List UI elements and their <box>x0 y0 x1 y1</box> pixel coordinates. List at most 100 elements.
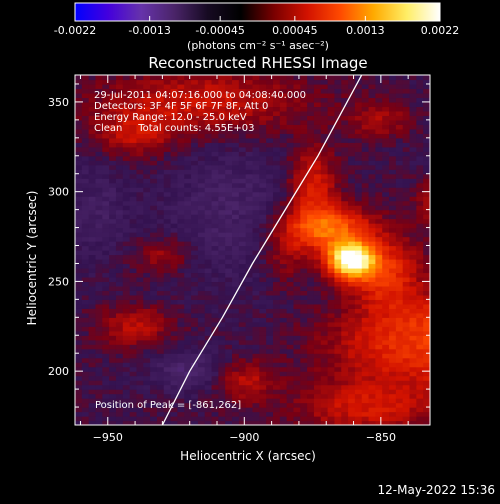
heatmap-cell <box>245 245 254 251</box>
heatmap-cell <box>409 196 417 202</box>
heatmap-cell <box>341 182 349 188</box>
heatmap-cell <box>341 357 349 363</box>
heatmap-cell <box>218 344 226 350</box>
heatmap-cell <box>211 294 219 300</box>
heatmap-cell <box>81 92 90 99</box>
heatmap-cell <box>218 303 226 309</box>
heatmap-cell <box>136 357 144 363</box>
heatmap-cell <box>163 97 172 103</box>
heatmap-cell <box>75 411 83 417</box>
heatmap-cell <box>156 393 165 399</box>
heatmap-cell <box>286 263 295 269</box>
heatmap-cell <box>170 290 179 296</box>
heatmap-cell <box>184 106 192 112</box>
heatmap-cell <box>211 164 219 170</box>
heatmap-cell <box>409 411 417 417</box>
heatmap-cell <box>75 160 83 166</box>
heatmap-cell <box>423 402 430 408</box>
heatmap-cell <box>81 182 90 188</box>
heatmap-cell <box>416 106 424 112</box>
heatmap-cell <box>259 187 267 193</box>
heatmap-cell <box>354 402 363 408</box>
heatmap-cell <box>238 326 247 332</box>
heatmap-cell <box>122 285 131 291</box>
heatmap-cell <box>334 276 342 283</box>
heatmap-cell <box>191 110 199 116</box>
heatmap-cell <box>423 321 430 327</box>
heatmap-cell <box>115 97 124 103</box>
heatmap-cell <box>191 164 199 170</box>
heatmap-cell <box>177 164 185 170</box>
heatmap-cell <box>320 384 329 390</box>
heatmap-cell <box>259 214 267 220</box>
heatmap-cell <box>348 303 356 309</box>
heatmap-cell <box>375 312 383 318</box>
heatmap-cell <box>307 258 315 265</box>
heatmap-cell <box>402 407 411 413</box>
heatmap-cell <box>361 223 370 229</box>
heatmap-cell <box>177 83 185 90</box>
heatmap-cell <box>382 285 390 291</box>
heatmap-cell <box>402 285 411 291</box>
heatmap-cell <box>259 218 267 224</box>
heatmap-cell <box>389 299 397 305</box>
heatmap-cell <box>382 79 390 85</box>
heatmap-cell <box>177 258 185 265</box>
heatmap-cell <box>115 155 124 161</box>
heatmap-cell <box>272 97 281 103</box>
heatmap-cell <box>225 299 233 305</box>
heatmap-cell <box>361 362 370 368</box>
heatmap-cell <box>156 137 165 143</box>
heatmap-cell <box>129 258 138 265</box>
heatmap-cell <box>143 371 151 377</box>
heatmap-cell <box>279 303 288 309</box>
heatmap-cell <box>218 75 226 81</box>
heatmap-cell <box>115 402 124 408</box>
heatmap-cell <box>293 384 301 390</box>
heatmap-cell <box>81 380 90 386</box>
heatmap-cell <box>197 357 206 363</box>
heatmap-cell <box>95 344 103 350</box>
heatmap-cell <box>286 371 295 377</box>
heatmap-cell <box>409 106 417 112</box>
heatmap-cell <box>191 254 199 260</box>
heatmap-cell <box>334 366 342 372</box>
heatmap-cell <box>395 227 404 233</box>
heatmap-cell <box>129 267 138 274</box>
heatmap-cell <box>409 236 417 242</box>
heatmap-cell <box>81 276 90 283</box>
heatmap-cell <box>361 290 370 296</box>
heatmap-cell <box>313 366 322 372</box>
heatmap-cell <box>211 407 219 413</box>
heatmap-cell <box>402 97 411 103</box>
heatmap-cell <box>238 155 247 161</box>
heatmap-cell <box>122 312 131 318</box>
heatmap-cell <box>122 344 131 350</box>
heatmap-cell <box>423 115 430 121</box>
heatmap-cell <box>245 142 254 148</box>
heatmap-cell <box>218 366 226 372</box>
heatmap-cell <box>245 137 254 143</box>
heatmap-cell <box>122 263 131 269</box>
heatmap-cell <box>293 146 301 152</box>
heatmap-cell <box>143 164 151 170</box>
heatmap-cell <box>395 241 404 247</box>
heatmap-cell <box>232 407 240 413</box>
heatmap-cell <box>354 83 363 90</box>
heatmap-cell <box>122 164 131 170</box>
heatmap-cell <box>156 402 165 408</box>
heatmap-cell <box>81 258 90 265</box>
heatmap-cell <box>184 137 192 143</box>
heatmap-cell <box>136 326 144 332</box>
peak-position-label: Position of Peak = [-861,262] <box>95 400 241 411</box>
heatmap-cell <box>245 200 254 206</box>
heatmap-cell <box>136 182 144 188</box>
heatmap-cell <box>238 285 247 291</box>
heatmap-cell <box>143 106 151 112</box>
heatmap-cell <box>395 335 404 341</box>
heatmap-cell <box>81 303 90 309</box>
heatmap-cell <box>259 92 267 99</box>
heatmap-cell <box>102 160 110 166</box>
heatmap-cell <box>389 92 397 99</box>
heatmap-cell <box>95 411 103 417</box>
